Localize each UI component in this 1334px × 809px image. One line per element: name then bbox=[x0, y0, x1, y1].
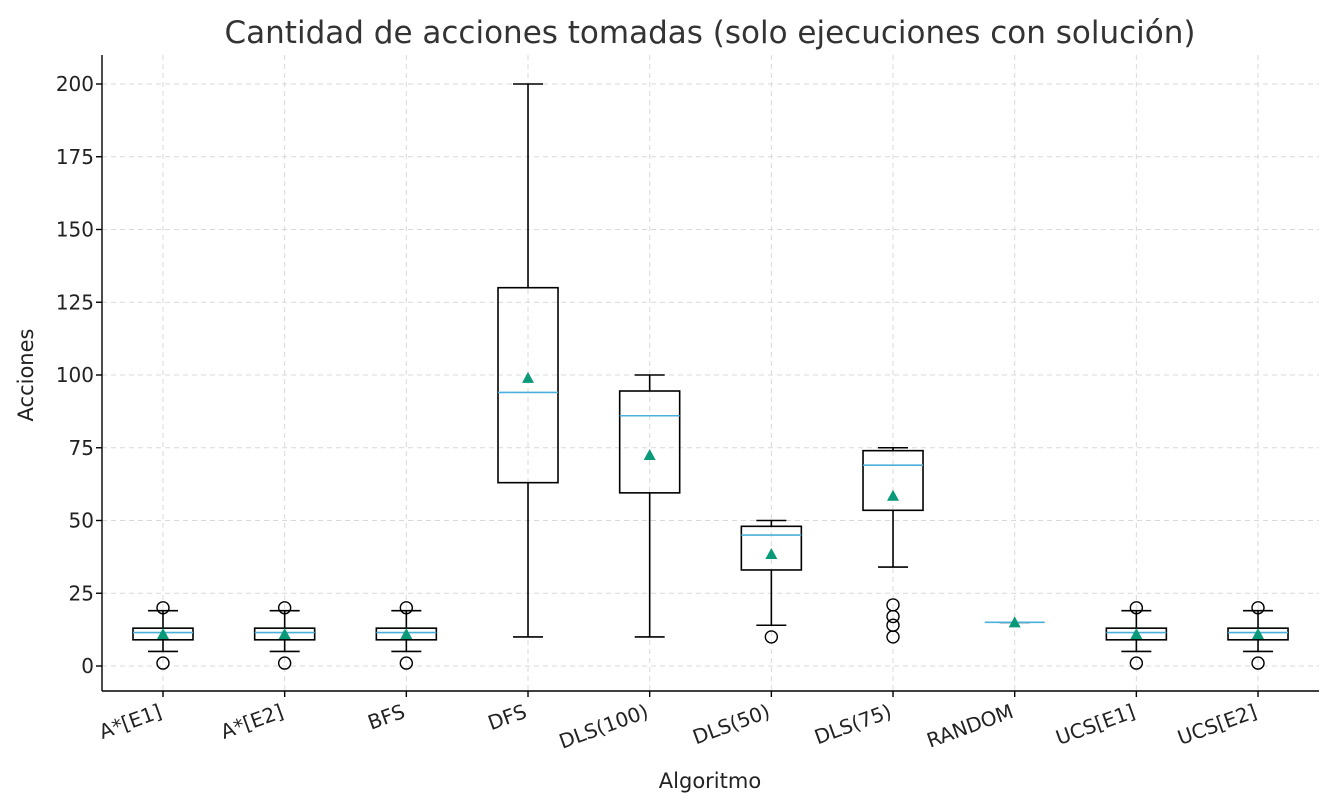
box-group bbox=[618, 374, 681, 638]
mean-marker bbox=[278, 627, 291, 639]
x-tick-label: UCS[E1] bbox=[1053, 699, 1139, 750]
mean-marker bbox=[157, 627, 169, 639]
x-tick-label: DLS(100) bbox=[556, 699, 652, 753]
box-group bbox=[375, 601, 438, 670]
outlier-point bbox=[886, 618, 900, 632]
y-tick-label: 75 bbox=[69, 436, 94, 460]
x-tick-labels: A*[E1] A*[E2] BFS DFS DLS(100) DLS(50) DLS(75)… bbox=[96, 691, 1260, 754]
mean-marker bbox=[1252, 627, 1265, 639]
box-group bbox=[740, 519, 803, 644]
x-tick-label: RANDOM bbox=[923, 699, 1016, 752]
x-tick-label: DLS(50) bbox=[689, 699, 773, 749]
axes bbox=[101, 55, 1319, 692]
outlier-point bbox=[277, 601, 292, 615]
y-tick-labels: 0 25 50 75 100 125 150 175 200 bbox=[56, 72, 102, 678]
box-group bbox=[984, 616, 1045, 628]
outlier-point bbox=[1251, 601, 1265, 615]
iqr-box bbox=[618, 390, 681, 494]
outlier-point bbox=[277, 656, 292, 670]
box-group bbox=[1105, 601, 1168, 670]
x-tick-label: DLS(75) bbox=[811, 699, 895, 749]
chart-title: Cantidad de acciones tomadas (solo ejecu… bbox=[225, 15, 1196, 51]
outlier-point bbox=[156, 656, 170, 670]
x-tick-label: A*[E2] bbox=[217, 699, 286, 744]
y-tick-label: 0 bbox=[81, 654, 94, 678]
mean-marker bbox=[765, 547, 778, 559]
outlier-point bbox=[399, 601, 414, 615]
iqr-box bbox=[862, 449, 924, 512]
y-axis-label: Acciones bbox=[14, 329, 38, 422]
y-tick-label: 50 bbox=[69, 509, 94, 533]
mean-marker bbox=[1130, 627, 1143, 639]
mean-marker bbox=[643, 449, 656, 461]
mean-marker bbox=[1008, 616, 1021, 628]
outlier-point bbox=[1129, 656, 1144, 670]
x-tick-label: A*[E1] bbox=[96, 699, 165, 744]
outlier-point bbox=[886, 598, 900, 612]
mean-marker bbox=[887, 489, 900, 501]
y-tick-label: 25 bbox=[69, 581, 94, 605]
outlier-point bbox=[1129, 601, 1144, 615]
x-axis-label: Algoritmo bbox=[659, 769, 761, 793]
iqr-box bbox=[740, 525, 803, 571]
outlier-point bbox=[1251, 656, 1265, 670]
boxes bbox=[132, 83, 1289, 670]
x-tick-label: BFS bbox=[365, 699, 409, 734]
y-tick-label: 125 bbox=[56, 290, 94, 314]
box-group bbox=[132, 601, 194, 670]
y-tick-label: 175 bbox=[56, 145, 94, 169]
outlier-point bbox=[156, 601, 170, 615]
box-group bbox=[253, 601, 316, 670]
mean-marker bbox=[400, 627, 413, 639]
x-tick-label: DFS bbox=[485, 699, 530, 735]
box-group bbox=[497, 83, 559, 638]
outlier-point bbox=[764, 630, 779, 644]
outlier-point bbox=[399, 656, 414, 670]
mean-marker bbox=[522, 371, 535, 383]
box-group bbox=[862, 446, 924, 644]
y-tick-label: 200 bbox=[56, 72, 94, 96]
grid-lines bbox=[102, 55, 1319, 691]
y-tick-label: 150 bbox=[56, 218, 94, 242]
x-tick-label: UCS[E2] bbox=[1174, 699, 1260, 750]
y-tick-label: 100 bbox=[56, 363, 94, 387]
iqr-box bbox=[497, 286, 559, 484]
box-group bbox=[1227, 601, 1289, 670]
